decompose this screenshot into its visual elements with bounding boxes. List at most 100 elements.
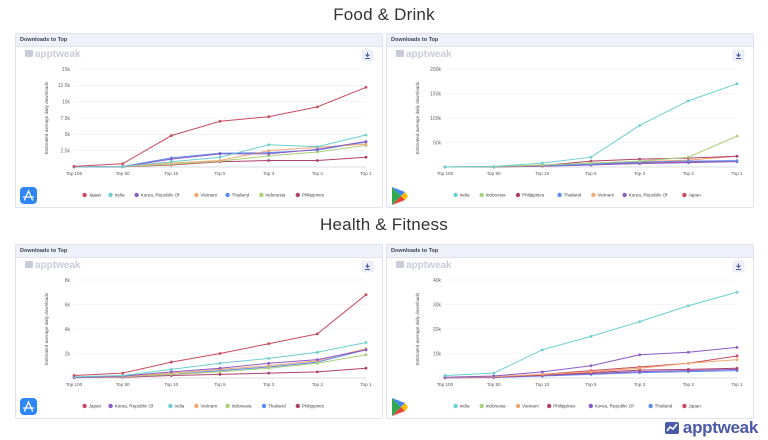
data-point bbox=[315, 332, 319, 336]
x-tick-label: Top 3 bbox=[263, 171, 275, 176]
data-point bbox=[267, 371, 271, 375]
data-point bbox=[315, 150, 319, 154]
legend-marker bbox=[648, 403, 653, 409]
data-point bbox=[589, 159, 593, 163]
google-play-blue bbox=[392, 398, 405, 407]
legend-label: Japan bbox=[688, 193, 701, 198]
data-point bbox=[169, 368, 173, 371]
data-point bbox=[121, 374, 125, 377]
panel-header: Downloads to Top bbox=[387, 34, 753, 47]
legend-label: Indonesia bbox=[486, 193, 506, 198]
data-point bbox=[686, 99, 690, 103]
x-tick-label: Top 5 bbox=[214, 382, 226, 387]
data-point bbox=[364, 366, 368, 370]
data-point bbox=[638, 368, 642, 372]
x-tick-label: Top 1 bbox=[360, 382, 372, 387]
download-icon[interactable] bbox=[361, 49, 374, 62]
y-tick-label: 6k bbox=[65, 302, 71, 308]
legend-marker bbox=[295, 403, 300, 409]
chart-panel-food-googleplay: Downloads to Top apptweak 50k 100k 150k 200k… bbox=[386, 33, 754, 208]
data-point bbox=[540, 370, 544, 374]
data-point bbox=[492, 165, 496, 168]
legend: Japan Korea, Republic Of India Vietnam Indon… bbox=[82, 403, 325, 409]
x-tick-label: Top 2 bbox=[312, 382, 324, 387]
line-chart-health-appstore: apptweak 2k 4k 6k 8k Top 100 Top 50 Top 10 Top 5… bbox=[20, 260, 374, 415]
download-icon[interactable] bbox=[732, 260, 745, 273]
x-tick-label: Top 1 bbox=[360, 171, 372, 176]
legend-marker bbox=[225, 403, 230, 409]
x-tick-label: Top 10 bbox=[164, 382, 178, 387]
data-point bbox=[315, 370, 319, 374]
y-tick-label: 12.5k bbox=[58, 83, 71, 89]
legend-label: Vietnam bbox=[522, 404, 539, 409]
data-point bbox=[267, 364, 271, 368]
legend-label: Philippines bbox=[522, 193, 545, 198]
apptweak-logo-icon bbox=[664, 422, 679, 434]
legend-label: Japan bbox=[89, 193, 102, 198]
y-tick-label: 4k bbox=[65, 327, 71, 333]
data-point bbox=[169, 370, 173, 374]
y-tick-label: 10k bbox=[433, 351, 442, 357]
data-point bbox=[735, 354, 739, 358]
google-play-green bbox=[392, 398, 401, 416]
data-point bbox=[364, 341, 368, 344]
data-point bbox=[267, 154, 271, 158]
data-point bbox=[443, 165, 447, 169]
data-point bbox=[364, 155, 368, 159]
data-point bbox=[686, 155, 690, 159]
legend-marker bbox=[557, 192, 562, 198]
x-tick-label: Top 5 bbox=[585, 382, 597, 387]
legend-label: Indonesia bbox=[265, 193, 285, 198]
legend-label: Japan bbox=[89, 404, 102, 409]
x-tick-label: Top 10 bbox=[535, 171, 549, 176]
legend-marker bbox=[515, 403, 521, 409]
data-point bbox=[638, 123, 642, 127]
data-point bbox=[315, 145, 319, 149]
line-chart-health-googleplay: apptweak 10k 20k 30k 40k Top 100 Top 50 Top 10 T… bbox=[392, 260, 745, 416]
legend-label: Indonesia bbox=[232, 404, 252, 409]
data-point bbox=[638, 157, 642, 161]
x-tick-label: Top 2 bbox=[683, 382, 695, 387]
x-tick-label: Top 100 bbox=[66, 171, 83, 176]
y-tick-label: 15k bbox=[62, 67, 71, 73]
y-tick-label: 100k bbox=[430, 116, 441, 122]
chart-panel-health-appstore: Downloads to Top apptweak 2k 4k 6k 8k Top 100… bbox=[15, 244, 383, 419]
data-point bbox=[218, 361, 222, 365]
legend-marker bbox=[682, 403, 687, 409]
data-point bbox=[735, 159, 739, 163]
y-tick-label: 20k bbox=[433, 327, 442, 333]
watermark-logo-icon bbox=[396, 50, 404, 57]
legend-marker bbox=[547, 403, 552, 409]
watermark-logo-icon bbox=[396, 261, 404, 268]
data-point bbox=[638, 366, 642, 370]
download-icon[interactable] bbox=[361, 260, 374, 273]
legend-label: Japan bbox=[688, 404, 701, 409]
legend: Japan India Korea, Republic Of Vietnam Thail… bbox=[82, 193, 325, 198]
data-point bbox=[638, 353, 642, 357]
x-tick-label: Top 2 bbox=[312, 171, 324, 176]
panel-header: Downloads to Top bbox=[387, 245, 753, 258]
data-point bbox=[364, 348, 368, 352]
legend-marker bbox=[515, 192, 521, 198]
data-point bbox=[267, 115, 271, 119]
legend-label: Korea, Republic Of bbox=[141, 193, 181, 198]
data-point bbox=[540, 163, 544, 167]
legend-label: Korea, Republic Of bbox=[115, 404, 155, 409]
y-tick-label: 150k bbox=[430, 91, 441, 97]
download-arrow bbox=[736, 263, 741, 270]
data-point bbox=[72, 374, 76, 377]
section-title-food-drink: Food & Drink bbox=[333, 5, 435, 24]
data-point bbox=[735, 358, 739, 362]
data-point bbox=[169, 360, 173, 364]
watermark-logo-icon bbox=[25, 50, 33, 57]
legend-label: Philippines bbox=[302, 193, 325, 198]
x-tick-label: Top 100 bbox=[66, 382, 83, 387]
data-point bbox=[638, 320, 642, 324]
download-arrow bbox=[365, 263, 370, 270]
download-icon[interactable] bbox=[732, 49, 745, 62]
x-tick-label: Top 5 bbox=[585, 171, 597, 176]
x-tick-label: Top 10 bbox=[164, 171, 178, 176]
data-point bbox=[315, 358, 319, 362]
download-arrow bbox=[736, 52, 741, 59]
x-tick-label: Top 100 bbox=[437, 171, 454, 176]
